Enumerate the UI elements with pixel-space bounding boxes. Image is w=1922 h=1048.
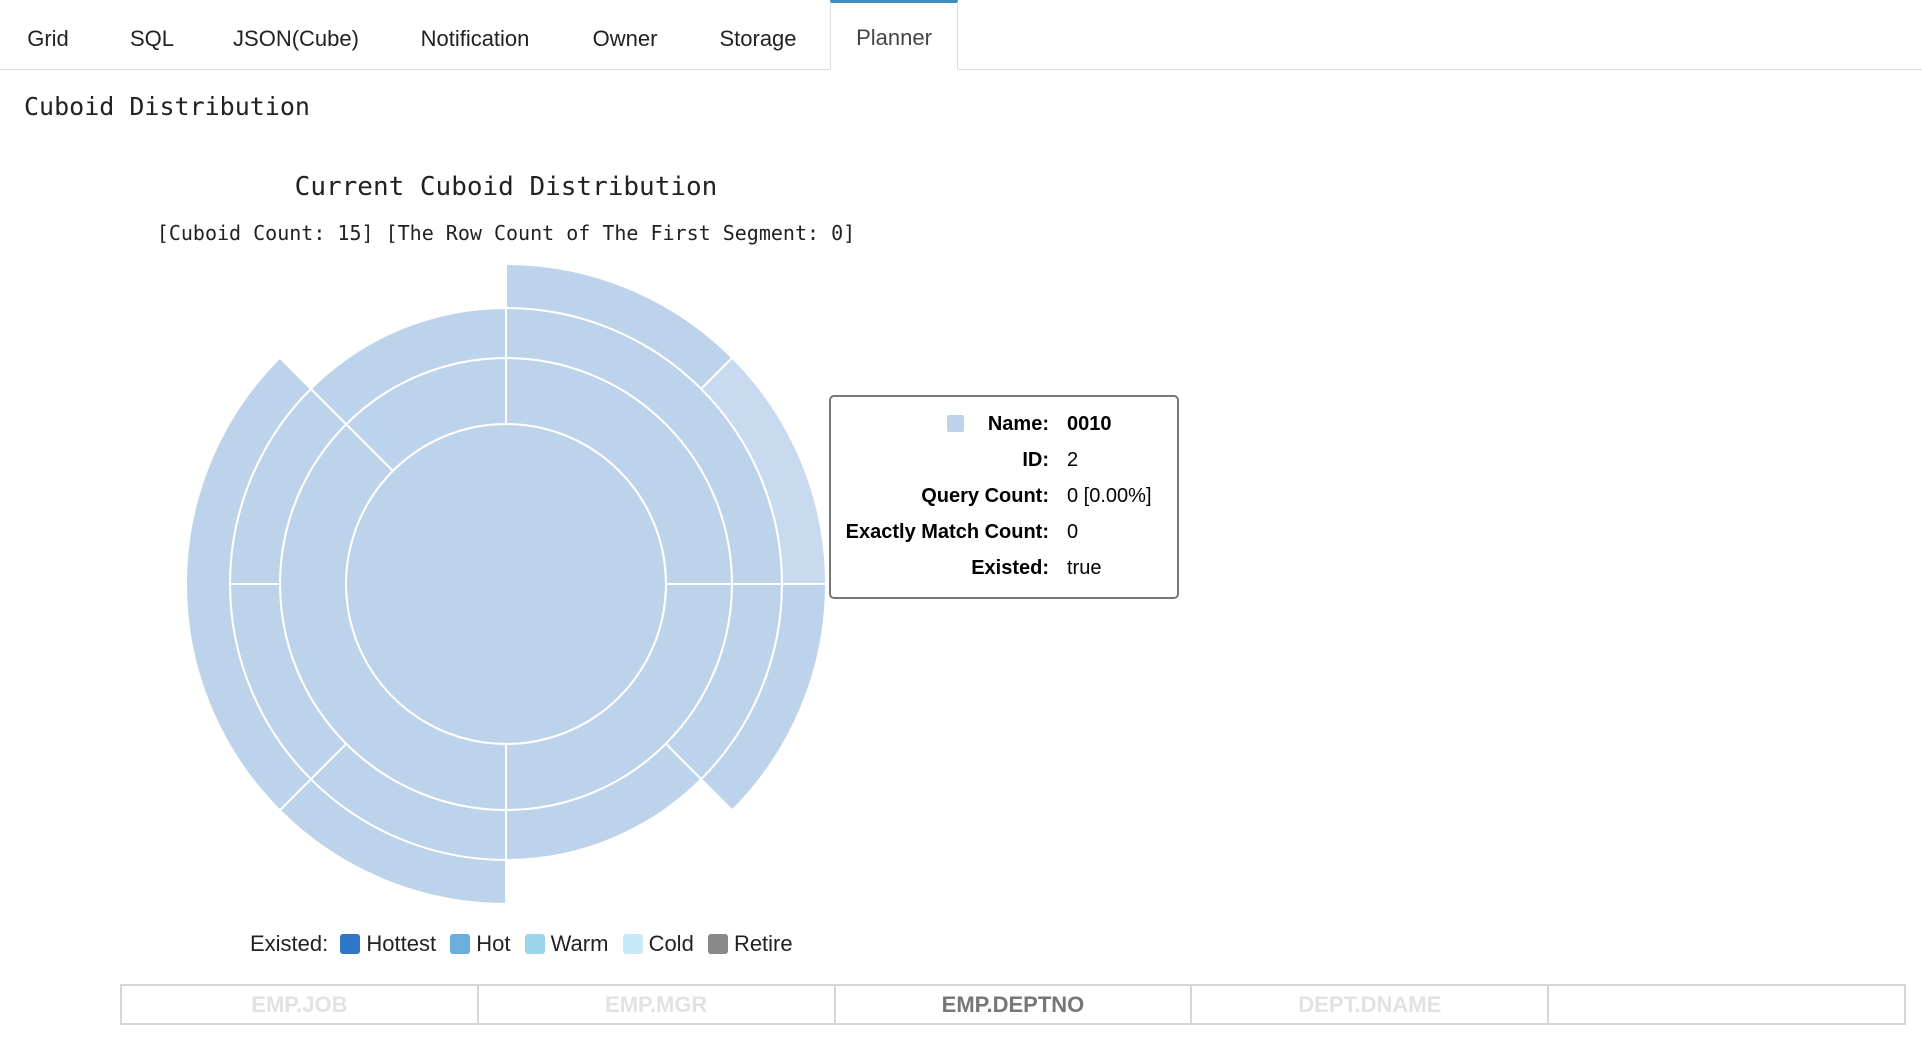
legend-swatch-warm: [524, 934, 545, 955]
tooltip-row-name: Name: 0010: [831, 413, 1177, 439]
tooltip-value: 2: [1067, 449, 1079, 471]
legend-swatch-hot: [450, 934, 471, 955]
chart-subtitle: [Cuboid Count: 15] [The Row Count of The…: [156, 221, 856, 245]
chart-title: Current Cuboid Distribution: [294, 172, 718, 202]
section-title: Cuboid Distribution: [24, 92, 310, 121]
tab-grid[interactable]: Grid: [27, 26, 69, 51]
legend-swatch-hottest: [340, 934, 361, 955]
tab-bar: Grid SQL JSON(Cube) Notification Owner S…: [0, 0, 1922, 70]
legend-item-hot[interactable]: Hot: [476, 931, 511, 957]
tooltip-value: 0010: [1067, 413, 1112, 435]
tab-notification[interactable]: Notification: [420, 26, 530, 51]
tooltip-row-exactly-match-count: Exactly Match Count: 0: [831, 521, 1177, 547]
sunburst-segment-l3-2[interactable]: [699, 583, 828, 812]
chart-legend: Existed: Hottest Hot Warm Cold Retire: [250, 930, 801, 960]
legend-item-hottest[interactable]: Hottest: [366, 931, 437, 957]
tab-json-cube[interactable]: JSON(Cube): [233, 26, 359, 51]
tooltip-row-existed: Existed: true: [831, 557, 1177, 583]
tab-storage[interactable]: Storage: [719, 26, 797, 51]
tooltip-key: Query Count:: [921, 485, 1049, 507]
dimension-emp-mgr[interactable]: EMP.MGR: [479, 986, 836, 1023]
tab-owner[interactable]: Owner: [592, 26, 658, 51]
tooltip-key: Existed:: [971, 557, 1049, 579]
legend-swatch-retire: [707, 934, 728, 955]
dimension-bar: EMP.JOB EMP.MGR EMP.DEPTNO DEPT.DNAME: [120, 984, 1906, 1025]
tooltip-key: ID:: [1022, 449, 1049, 471]
tooltip-color-swatch: [947, 415, 964, 432]
dimension-emp-deptno[interactable]: EMP.DEPTNO: [836, 986, 1193, 1023]
tooltip-row-query-count: Query Count: 0 [0.00%]: [831, 485, 1177, 511]
legend-item-cold[interactable]: Cold: [648, 931, 694, 957]
tooltip-key: Exactly Match Count:: [845, 521, 1049, 543]
legend-label: Existed:: [250, 931, 329, 957]
tab-planner[interactable]: Planner: [830, 0, 958, 70]
tooltip-value: 0: [1067, 521, 1079, 543]
legend-swatch-cold: [622, 934, 643, 955]
tooltip-value: true: [1067, 557, 1102, 579]
sunburst-segment-l3-4[interactable]: [185, 356, 313, 812]
cuboid-tooltip: Name: 0010 ID: 2 Query Count: 0 [0.00%] …: [829, 395, 1179, 599]
dimension-emp-job[interactable]: EMP.JOB: [122, 986, 479, 1023]
dimension-dept-dname[interactable]: DEPT.DNAME: [1192, 986, 1550, 1023]
sunburst-segment-l0-0[interactable]: [344, 423, 667, 745]
tooltip-value: 0 [0.00%]: [1067, 485, 1152, 507]
tooltip-key: Name:: [987, 413, 1049, 435]
tab-sql[interactable]: SQL: [129, 26, 175, 51]
legend-item-retire[interactable]: Retire: [733, 931, 793, 957]
tooltip-row-id: ID: 2: [831, 449, 1177, 475]
legend-item-warm[interactable]: Warm: [550, 931, 609, 957]
sunburst-segment-l2-6[interactable]: [309, 306, 507, 426]
dimension-empty[interactable]: [1549, 986, 1904, 1023]
